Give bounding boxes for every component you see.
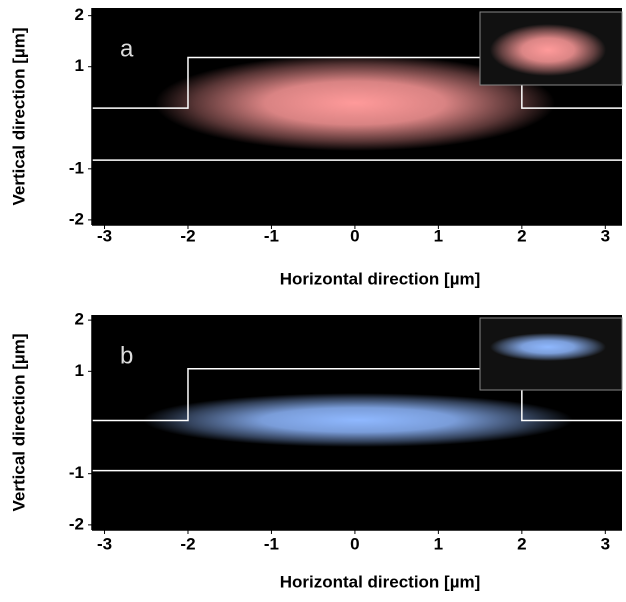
- mode-profile: [155, 55, 555, 151]
- y-axis-label: Vertical direction [µm]: [9, 28, 28, 206]
- inset-profile: [490, 333, 606, 361]
- x-tick-label: 1: [434, 226, 443, 245]
- mode-profile: [143, 393, 573, 447]
- inset-profile: [490, 24, 606, 76]
- x-tick-label: 3: [601, 226, 610, 245]
- x-tick-label: -2: [180, 534, 195, 553]
- x-tick-label: 3: [601, 534, 610, 553]
- x-tick-label: -3: [97, 534, 112, 553]
- y-tick-label: 2: [75, 5, 84, 24]
- x-tick-label: 2: [517, 534, 526, 553]
- y-tick-label: -2: [69, 514, 84, 533]
- panel-label: a: [120, 35, 134, 62]
- x-tick-label: -3: [97, 226, 112, 245]
- y-tick-label: -2: [69, 209, 84, 228]
- y-tick-label: -1: [69, 463, 84, 482]
- x-axis-label: Horizontal direction [µm]: [280, 572, 481, 591]
- x-tick-label: -2: [180, 226, 195, 245]
- y-axis-label: Vertical direction [µm]: [9, 334, 28, 512]
- y-tick-label: 1: [75, 361, 84, 380]
- x-tick-label: 1: [434, 534, 443, 553]
- waveguide-outline: [92, 368, 622, 422]
- waveguide-outline: [92, 56, 622, 109]
- x-tick-label: 0: [350, 226, 359, 245]
- x-tick-label: -1: [264, 534, 279, 553]
- x-tick-label: 2: [517, 226, 526, 245]
- x-tick-label: 0: [350, 534, 359, 553]
- panel-label: b: [120, 342, 133, 369]
- y-tick-label: -1: [69, 158, 84, 177]
- y-tick-label: 1: [75, 56, 84, 75]
- x-tick-label: -1: [264, 226, 279, 245]
- y-tick-label: 2: [75, 310, 84, 329]
- x-axis-label: Horizontal direction [µm]: [280, 269, 481, 288]
